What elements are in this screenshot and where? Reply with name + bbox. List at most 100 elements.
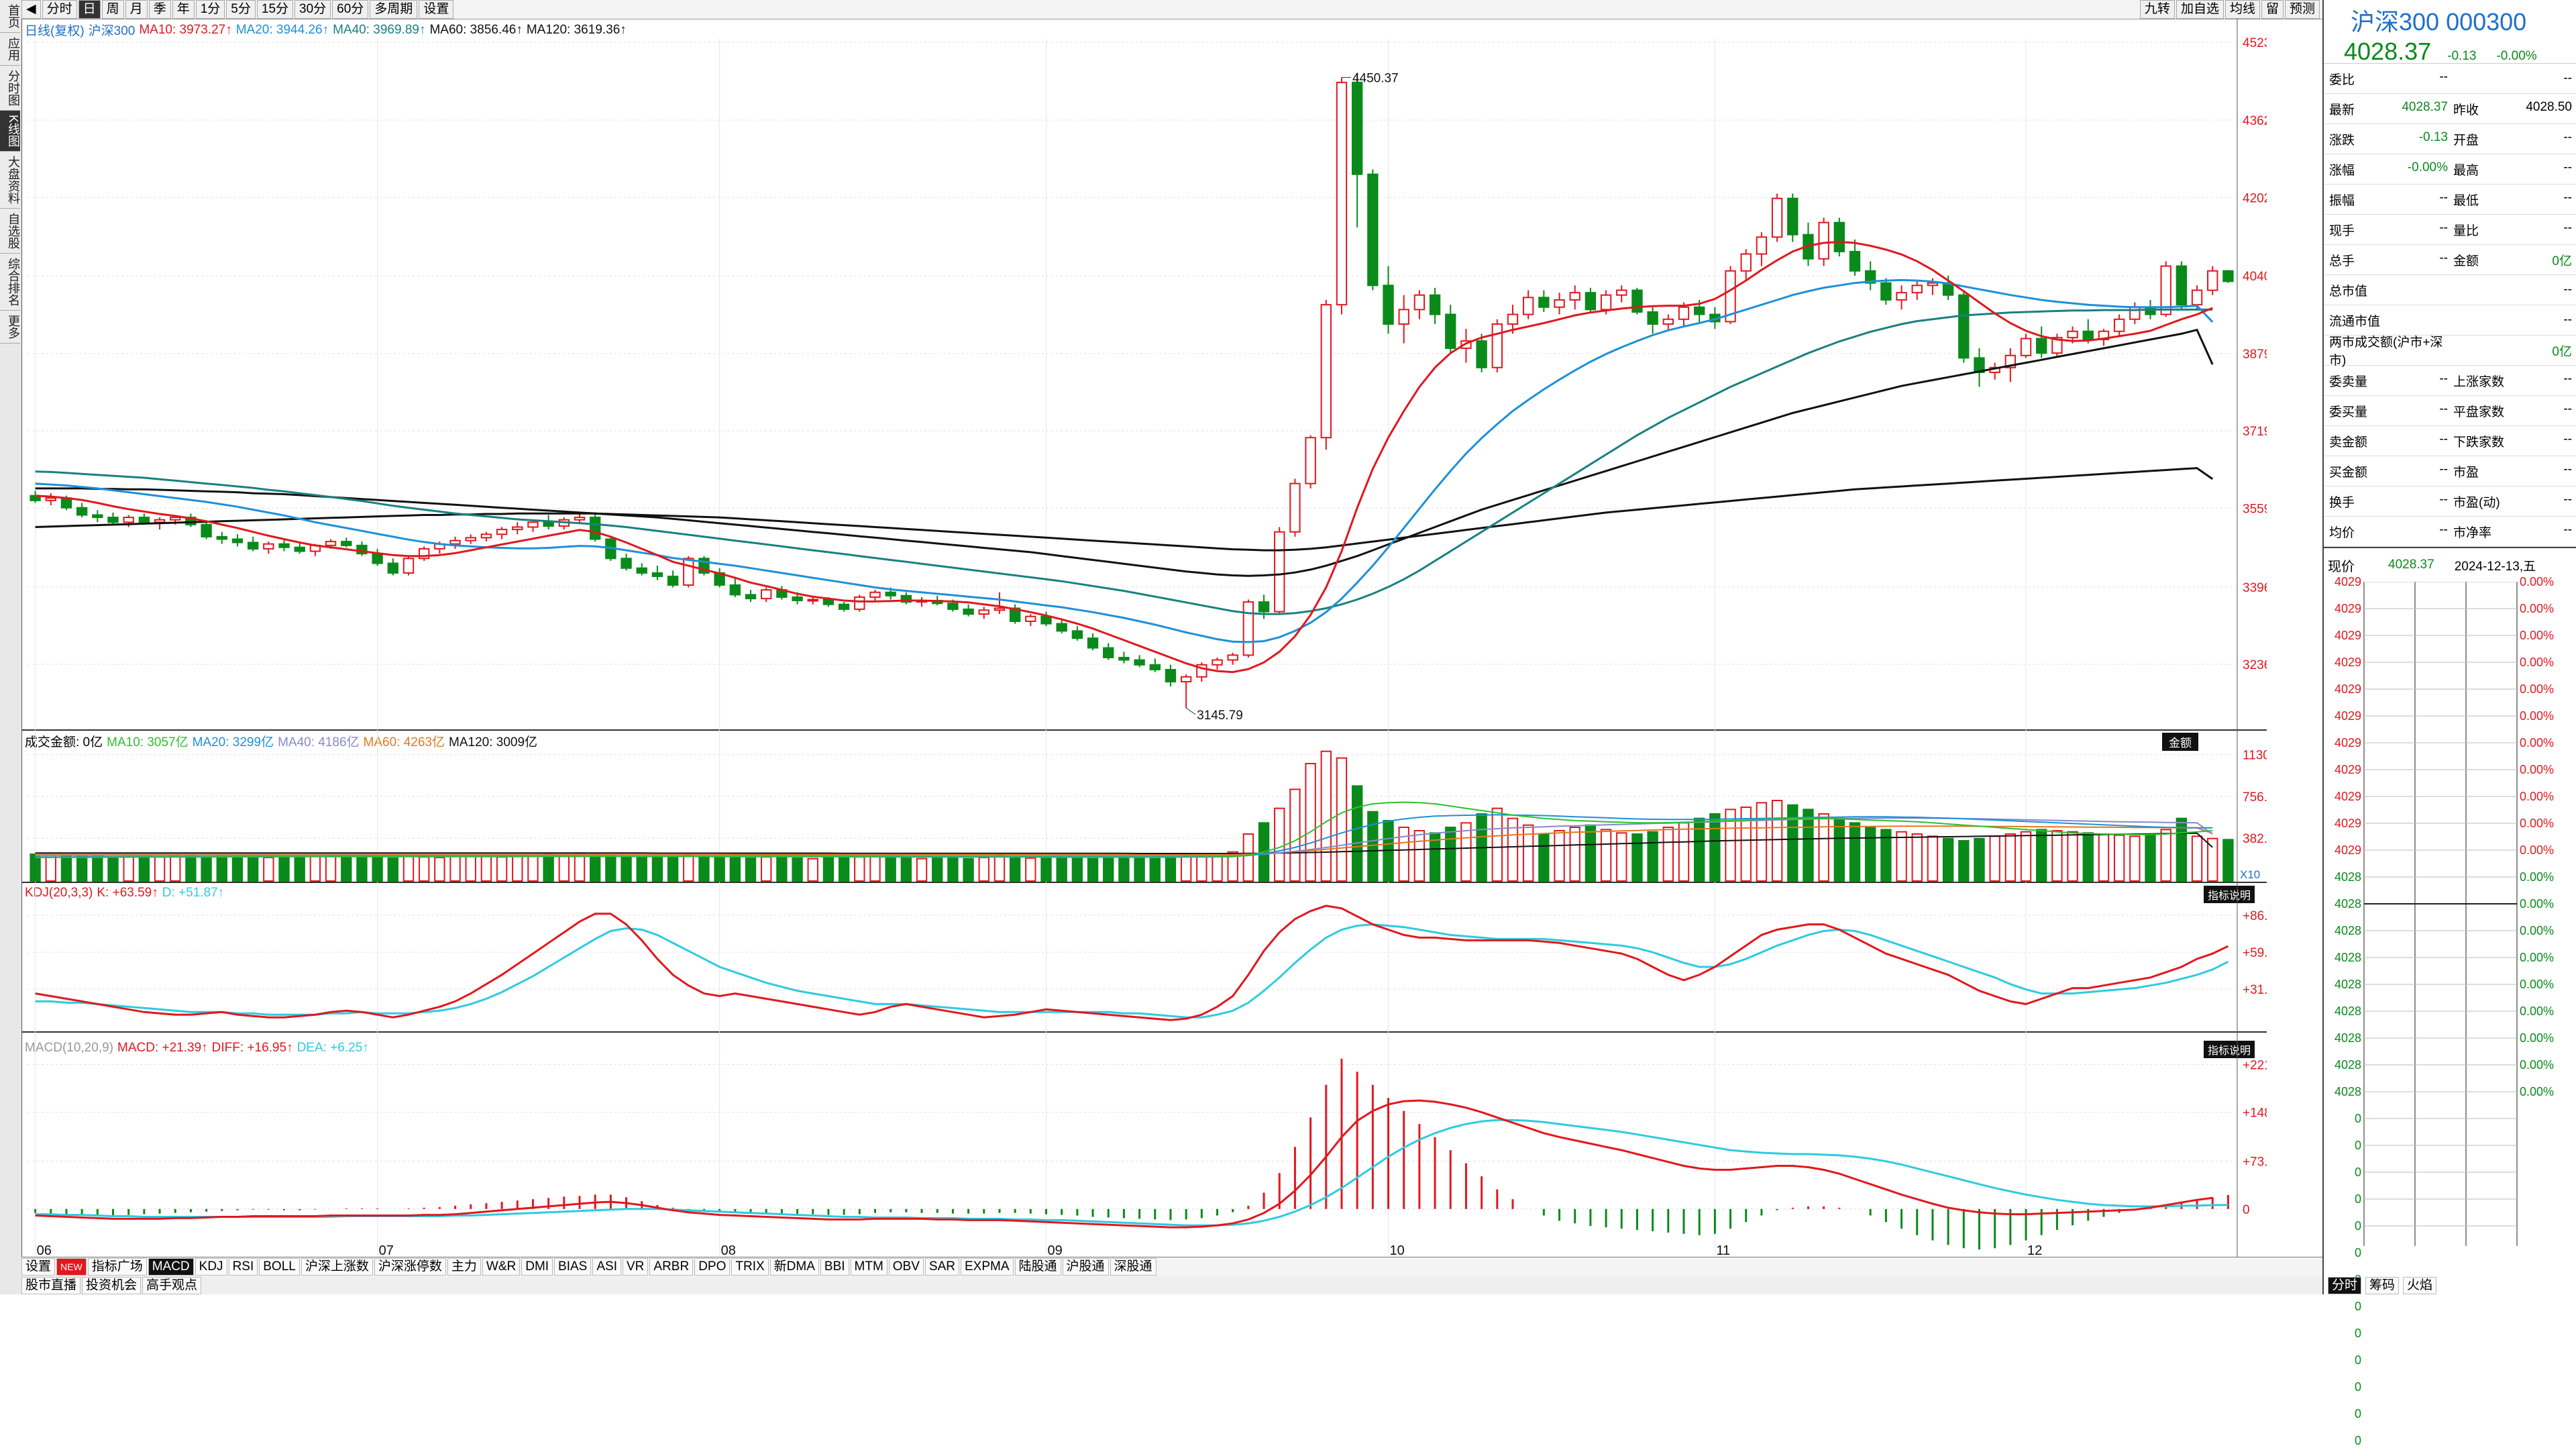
indicator-tab-25[interactable]: 沪股通 [1062, 1258, 1109, 1276]
candle-body [885, 591, 896, 597]
indicator-tab-23[interactable]: EXPMA [960, 1258, 1014, 1276]
candle-body [480, 533, 492, 539]
period-tab-12[interactable]: 设置 [419, 0, 454, 19]
indicator-tab-26[interactable]: 深股通 [1110, 1258, 1157, 1276]
indicator-tab-24[interactable]: 陆股通 [1014, 1258, 1061, 1276]
period-tab-5[interactable]: 年 [172, 0, 195, 19]
period-tab-3[interactable]: 月 [125, 0, 148, 19]
footer-tab-0[interactable]: 股市直播 [21, 1276, 81, 1294]
tick-pct: 0.00% [2520, 817, 2555, 830]
indicator-tab-11[interactable]: DMI [521, 1258, 553, 1276]
footer-tab-2[interactable]: 高手观点 [142, 1276, 202, 1294]
rail-item-6[interactable]: 综合排名 [0, 254, 20, 311]
quote-mode-tab-2[interactable]: 火焰 [2403, 1277, 2437, 1294]
chart-canvas[interactable]: 4523 4362 4202 4040 3879 3719 3559 3396 3236 1130… [22, 19, 2267, 1257]
candle-body [1242, 601, 1254, 656]
candle-body [1911, 285, 1923, 294]
quote-value: -- [2439, 220, 2448, 235]
indicator-tab-19[interactable]: BBI [820, 1258, 849, 1276]
indicator-tab-12[interactable]: BIAS [554, 1258, 592, 1276]
indicator-tab-10[interactable]: W&R [482, 1258, 521, 1276]
indicator-tab-8[interactable]: 沪深涨停数 [374, 1258, 446, 1276]
macd-help-button[interactable]: 指标说明 [2204, 1041, 2255, 1058]
rail-item-5[interactable]: 自选股 [0, 209, 20, 254]
period-tab-9[interactable]: 30分 [294, 0, 331, 19]
volume-mode-button[interactable]: 金额 [2162, 733, 2198, 751]
rail-item-7[interactable]: 更多 [0, 311, 20, 344]
footer-tab-1[interactable]: 投资机会 [82, 1276, 142, 1294]
prev-arrow-icon[interactable]: ◀ [21, 0, 41, 19]
period-tab-11[interactable]: 多周期 [370, 0, 418, 19]
volume-bar [1865, 827, 1876, 882]
volume-bar [512, 855, 523, 882]
top-tool-button-4[interactable]: 预测 [2284, 0, 2320, 19]
indicator-tab-13[interactable]: ASI [592, 1258, 621, 1276]
indicator-tab-7[interactable]: 沪深上涨数 [301, 1258, 373, 1276]
volume-bar [1818, 813, 1829, 882]
quote-cell-left: 两市成交额(沪市+深市) [2326, 332, 2451, 368]
kdj-help-button[interactable]: 指标说明 [2204, 886, 2255, 903]
top-tool-button-3[interactable]: 留 [2261, 0, 2284, 19]
quote-cell-right: 市净率 -- [2451, 523, 2575, 541]
kdj-d-line [35, 923, 2229, 1019]
extreme-price-label: 4450.37 [1352, 71, 1399, 85]
period-tab-0[interactable]: 分时 [42, 0, 77, 19]
indicator-tab-14[interactable]: VR [622, 1258, 649, 1276]
rail-item-4[interactable]: 大盘资料 [0, 152, 20, 209]
candle-body [1056, 623, 1067, 632]
period-tab-8[interactable]: 15分 [256, 0, 294, 19]
quote-row: 换手 -- 市盈(动) -- [2324, 486, 2576, 517]
tick-price: 0 [2354, 1166, 2361, 1179]
top-tool-button-0[interactable]: 九转 [2139, 0, 2175, 19]
candle-body [123, 517, 134, 523]
y-tick-label: 382.6 [2243, 832, 2267, 846]
rail-item-0[interactable]: 首页 [0, 0, 20, 33]
candle-body [325, 541, 337, 546]
quote-value: -- [2563, 522, 2572, 537]
top-tool-button-2[interactable]: 均线 [2224, 0, 2260, 19]
indicator-tab-22[interactable]: SAR [924, 1258, 959, 1276]
candle-body [1693, 306, 1705, 315]
rail-item-3[interactable]: K线图 [0, 111, 20, 152]
top-tool-button-1[interactable]: 加自选 [2176, 0, 2224, 19]
quote-cell-left: 涨跌 -0.13 [2326, 130, 2451, 148]
indicator-tab-5[interactable]: RSI [228, 1258, 258, 1276]
indicator-tab-0[interactable]: 设置 [21, 1258, 56, 1276]
volume-bar [1071, 857, 1083, 882]
quote-mode-tab-1[interactable]: 筹码 [2365, 1277, 2400, 1294]
quote-mode-tab-0[interactable]: 分时 [2328, 1277, 2362, 1294]
period-tab-4[interactable]: 季 [148, 0, 171, 19]
volume-bar [776, 857, 788, 882]
rail-item-2[interactable]: 分时图 [0, 66, 20, 111]
tick-price: 4029 [2334, 709, 2361, 723]
indicator-tab-1[interactable]: NEW [56, 1258, 87, 1276]
period-tab-6[interactable]: 1分 [195, 0, 225, 19]
candle-body [1662, 318, 1674, 325]
indicator-tab-21[interactable]: OBV [888, 1258, 924, 1276]
indicator-tab-18[interactable]: 新DMA [769, 1258, 819, 1276]
quote-cell-left: 卖金额 -- [2326, 432, 2451, 450]
candle-body [2176, 265, 2188, 306]
period-tab-7[interactable]: 5分 [226, 0, 256, 19]
rail-item-1[interactable]: 应用 [0, 33, 20, 66]
indicator-tab-2[interactable]: 指标广场 [87, 1258, 147, 1276]
indicator-tab-16[interactable]: DPO [694, 1258, 731, 1276]
indicator-tab-9[interactable]: 主力 [447, 1258, 481, 1276]
period-tab-10[interactable]: 60分 [332, 0, 369, 19]
candle-body [1134, 659, 1145, 666]
quote-row: 最新 4028.37 昨收 4028.50 [2324, 94, 2576, 124]
indicator-tab-4[interactable]: KDJ [195, 1258, 227, 1276]
indicator-tab-20[interactable]: MTM [850, 1258, 888, 1276]
volume-bar [1242, 833, 1254, 882]
quote-value: 4028.50 [2526, 99, 2572, 114]
indicator-tab-6[interactable]: BOLL [259, 1258, 300, 1276]
x-tick-label: 11 [1716, 1243, 1730, 1257]
candle-body [2207, 270, 2218, 291]
candle-body [1305, 437, 1316, 484]
indicator-tab-15[interactable]: ARBR [649, 1258, 694, 1276]
tick-pct: 0.00% [2520, 897, 2555, 911]
period-tab-1[interactable]: 日 [78, 0, 101, 19]
period-tab-2[interactable]: 周 [101, 0, 124, 19]
indicator-tab-3[interactable]: MACD [148, 1258, 194, 1276]
indicator-tab-17[interactable]: TRIX [731, 1258, 769, 1276]
